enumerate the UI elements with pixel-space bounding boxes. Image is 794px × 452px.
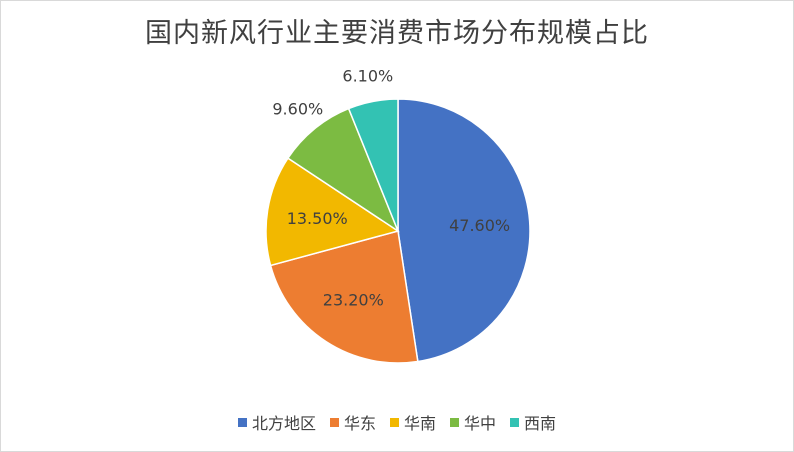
legend-label: 华南 <box>403 414 436 433</box>
legend-item-3: 华南 <box>389 410 436 434</box>
legend-label: 华中 <box>464 414 497 433</box>
pie-slice-2 <box>269 230 419 364</box>
legend-label: 北方地区 <box>251 414 316 433</box>
data-label-1: 47.60% <box>449 216 510 235</box>
legend-item-1: 北方地区 <box>237 410 316 434</box>
legend-label: 华东 <box>343 414 376 433</box>
legend: 北方地区 华东 华南 华中 西南 <box>1 410 793 434</box>
pie-slice-1 <box>397 98 531 363</box>
legend-item-4: 华中 <box>450 410 496 434</box>
pie-slice-4 <box>286 107 400 233</box>
legend-swatch <box>237 417 247 427</box>
legend-item-5: 西南 <box>510 410 556 434</box>
legend-swatch <box>510 417 520 427</box>
legend-item-2: 华东 <box>329 410 376 434</box>
pie-slice-5 <box>347 98 399 232</box>
data-label-3: 13.50% <box>287 209 348 228</box>
legend-swatch <box>450 417 459 427</box>
legend-swatch <box>329 417 339 427</box>
pie-slice-3 <box>265 157 400 267</box>
chart-title: 国内新风行业主要消费市场分布规模占比 <box>145 18 649 49</box>
data-label-4: 9.60% <box>272 99 323 118</box>
data-label-5: 6.10% <box>342 66 393 85</box>
data-label-2: 23.20% <box>323 291 384 310</box>
legend-label: 西南 <box>524 414 557 433</box>
legend-swatch <box>389 417 399 427</box>
